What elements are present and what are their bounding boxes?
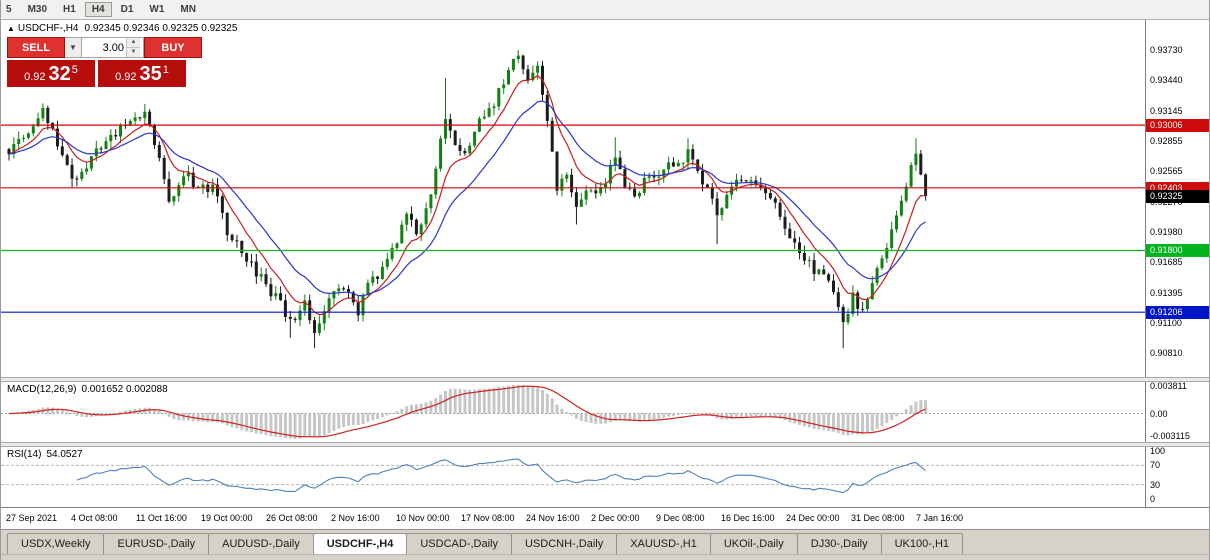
macd-signal-line <box>8 385 926 438</box>
price-axis-label: 0.90810 <box>1150 348 1183 359</box>
sell-price-prefix: 0.92 <box>24 71 46 83</box>
macd-label: MACD(12,26,9) 0.001652 0.002088 <box>7 384 168 395</box>
buy-price-prefix: 0.92 <box>115 71 137 83</box>
timeframe-button-5[interactable]: 5 <box>1 2 19 17</box>
tab-eurusd-daily[interactable]: EURUSD-,Daily <box>103 533 210 554</box>
time-axis-label: 24 Nov 16:00 <box>526 513 580 523</box>
time-axis: 27 Sep 2021 4 Oct 08:00 11 Oct 16:00 19 Oct… <box>1 507 1209 529</box>
time-axis-label: 24 Dec 00:00 <box>786 513 840 523</box>
level-price-badge: 0.93006 <box>1146 119 1209 133</box>
price-axis-label: 0.91685 <box>1150 257 1183 268</box>
volume-down-button[interactable]: ▼ <box>127 48 140 57</box>
one-click-trading-widget: SELL ▼ ▲ ▼ BUY 0.92 32 5 <box>7 37 219 87</box>
current-price-badge: 0.92325 <box>1146 189 1209 203</box>
time-axis-label: 26 Oct 08:00 <box>266 513 318 523</box>
time-axis-label: 10 Nov 00:00 <box>396 513 450 523</box>
buy-price-pip: 1 <box>162 64 169 76</box>
macd-axis-label: -0.003115 <box>1150 431 1190 441</box>
panel-splitter[interactable] <box>1 442 1209 447</box>
tab-xauusd-h1[interactable]: XAUUSD-,H1 <box>616 533 711 554</box>
time-axis-label: 17 Nov 08:00 <box>461 513 515 523</box>
macd-panel: 0.003811 0.00 -0.003115 MACD(12,26,9) 0.001… <box>1 381 1209 442</box>
level-price-badge: 0.91800 <box>1146 244 1209 258</box>
tab-ukoil-daily[interactable]: UKOil-,Daily <box>709 533 798 554</box>
price-axis-label: 0.93145 <box>1150 105 1183 116</box>
macd-axis: 0.003811 0.00 -0.003115 <box>1145 381 1209 442</box>
rsi-panel: 100 70 30 0 RSI(14) 54.0527 <box>1 446 1209 507</box>
tab-audusd-daily[interactable]: AUDUSD-,Daily <box>208 533 314 554</box>
timeframe-button-d1[interactable]: D1 <box>114 2 141 17</box>
macd-chart[interactable] <box>1 382 1147 442</box>
price-axis: 0.937300.934400.931450.928550.925650.922… <box>1145 20 1209 377</box>
tab-usdx-weekly[interactable]: USDX,Weekly <box>7 533 105 554</box>
time-axis-label: 19 Oct 00:00 <box>201 513 253 523</box>
volume-up-button[interactable]: ▲ <box>127 38 140 48</box>
time-axis-label: 2 Dec 00:00 <box>591 513 640 523</box>
timeframe-button-m30[interactable]: M30 <box>21 2 54 17</box>
rsi-axis: 100 70 30 0 <box>1145 446 1209 507</box>
tab-usdcnh-daily[interactable]: USDCNH-,Daily <box>510 533 618 554</box>
volume-field: ▲ ▼ <box>82 37 144 58</box>
chevron-down-icon: ▼ <box>69 43 77 52</box>
volume-dropdown[interactable]: ▼ <box>65 37 82 58</box>
price-axis-label: 0.93730 <box>1150 44 1183 55</box>
tab-usdchf-h4[interactable]: USDCHF-,H4 <box>312 533 408 554</box>
macd-axis-label: 0.00 <box>1150 408 1168 419</box>
sell-price-big: 32 <box>48 63 71 85</box>
chart-tabs: USDX,Weekly EURUSD-,Daily AUDUSD-,Daily … <box>1 529 1209 554</box>
rsi-axis-label: 0 <box>1150 494 1156 504</box>
volume-stepper: ▲ ▼ <box>126 38 140 57</box>
time-axis-label: 9 Dec 08:00 <box>656 513 705 523</box>
sell-price-display[interactable]: 0.92 32 5 <box>7 60 95 87</box>
symbol-title: USDCHF-,H4 <box>17 23 79 34</box>
tab-uk100-h1[interactable]: UK100-,H1 <box>880 533 964 554</box>
buy-button[interactable]: BUY <box>144 37 202 58</box>
time-axis-label: 11 Oct 16:00 <box>136 513 187 523</box>
time-axis-label: 31 Dec 08:00 <box>851 513 905 523</box>
buy-price-big: 35 <box>139 63 162 85</box>
timeframe-button-h1[interactable]: H1 <box>56 2 83 17</box>
rsi-line <box>76 458 926 494</box>
timeframe-button-h4[interactable]: H4 <box>84 2 112 17</box>
rsi-label: RSI(14) 54.0527 <box>7 449 83 460</box>
time-axis-label: 4 Oct 08:00 <box>71 513 118 523</box>
time-axis-label: 7 Jan 16:00 <box>916 513 964 523</box>
time-axis-label: 16 Dec 16:00 <box>721 513 775 523</box>
buy-price-display[interactable]: 0.92 35 1 <box>98 60 186 87</box>
ohlc-values: 0.92345 0.92346 0.92325 0.92325 <box>84 23 238 34</box>
bottom-strip <box>1 554 1209 560</box>
main-chart-panel: 0.937300.934400.931450.928550.925650.922… <box>1 20 1209 377</box>
rsi-axis-label: 70 <box>1150 460 1161 471</box>
rsi-axis-label: 30 <box>1150 479 1161 490</box>
sell-button[interactable]: SELL <box>7 37 65 58</box>
price-axis-label: 0.91980 <box>1150 226 1183 237</box>
macd-histogram <box>7 385 928 439</box>
price-axis-label: 0.92565 <box>1150 165 1183 176</box>
moving-average-line-18 <box>8 100 926 297</box>
panel-splitter[interactable] <box>1 377 1209 382</box>
time-axis-label: 2 Nov 16:00 <box>331 513 380 523</box>
timeframe-button-mn[interactable]: MN <box>173 2 203 17</box>
timeframe-toolbar: 5 M30 H1 H4 D1 W1 MN <box>1 0 1209 20</box>
moving-average-line-8 <box>8 75 926 316</box>
rsi-chart[interactable] <box>1 447 1147 507</box>
tab-usdcad-daily[interactable]: USDCAD-,Daily <box>406 533 512 554</box>
symbol-info: ▲ USDCHF-,H4 0.92345 0.92346 0.92325 0.923… <box>7 23 237 34</box>
timeframe-button-w1[interactable]: W1 <box>142 2 171 17</box>
price-axis-label: 0.91100 <box>1150 318 1182 329</box>
price-axis-label: 0.92855 <box>1150 135 1183 146</box>
rsi-axis-label: 100 <box>1150 446 1166 456</box>
level-price-badge: 0.91206 <box>1146 306 1209 320</box>
sell-price-pip: 5 <box>71 64 78 76</box>
macd-axis-label: 0.003811 <box>1150 381 1187 391</box>
candlestick-chart[interactable] <box>1 20 1147 377</box>
collapse-chart-icon[interactable]: ▲ <box>7 24 15 33</box>
time-axis-label: 27 Sep 2021 <box>6 513 58 523</box>
tab-dj30-daily[interactable]: DJ30-,Daily <box>796 533 882 554</box>
price-axis-label: 0.91395 <box>1150 287 1183 298</box>
price-axis-label: 0.93440 <box>1150 74 1183 85</box>
volume-input[interactable] <box>82 38 126 57</box>
